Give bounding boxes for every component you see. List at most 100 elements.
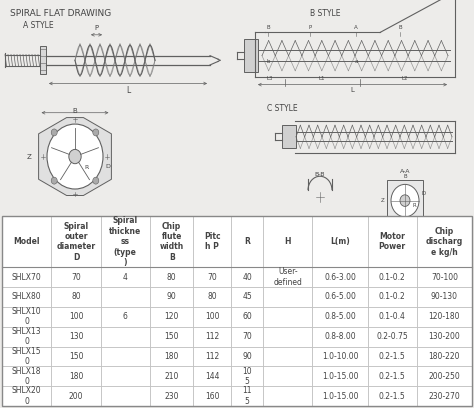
Text: a: a [354,59,358,64]
Text: 60: 60 [242,312,252,321]
Bar [312,267,367,287]
Text: 11
5: 11 5 [242,386,252,406]
Bar [193,346,231,366]
Bar [193,386,231,406]
Text: L3: L3 [267,76,273,81]
Bar [2,327,51,346]
Bar [193,307,231,327]
Bar [2,216,51,267]
Bar [2,267,51,287]
Bar [193,287,231,307]
Bar [417,287,472,307]
Text: 70: 70 [208,273,217,282]
Text: User-
defined: User- defined [273,268,302,287]
Text: H: H [284,237,291,246]
Text: 0.1-0.2: 0.1-0.2 [379,293,406,302]
Circle shape [391,184,419,217]
Bar [312,386,367,406]
Text: Motor
Power: Motor Power [379,232,406,251]
Text: SHLX80: SHLX80 [12,293,41,302]
Bar [367,327,417,346]
Bar [40,47,46,74]
Text: 180-220: 180-220 [428,352,460,361]
Text: b: b [266,59,270,64]
Text: Pitc
h P: Pitc h P [204,232,221,251]
Text: B: B [266,25,270,30]
Bar [193,366,231,386]
Text: 0.2-1.5: 0.2-1.5 [379,352,406,361]
Text: 0.6-3.00: 0.6-3.00 [324,273,356,282]
Text: 90-130: 90-130 [431,293,458,302]
Text: 1.0-15.00: 1.0-15.00 [322,372,358,381]
Text: 0.2-0.75: 0.2-0.75 [376,332,408,341]
Bar [312,307,367,327]
Bar [417,346,472,366]
Bar [263,307,312,327]
Bar [367,216,417,267]
Text: 70: 70 [71,273,81,282]
Bar [367,386,417,406]
Text: B-B: B-B [315,173,325,177]
Bar [150,307,193,327]
Bar [231,307,263,327]
Text: 0.1-0.2: 0.1-0.2 [379,273,406,282]
Polygon shape [38,118,111,195]
Bar [100,216,150,267]
Text: 80: 80 [167,273,176,282]
Bar [417,327,472,346]
Text: 0.2-1.5: 0.2-1.5 [379,392,406,401]
Bar [417,267,472,287]
Text: A STYLE: A STYLE [23,21,53,30]
Bar [2,307,51,327]
Text: 1.0-15.00: 1.0-15.00 [322,392,358,401]
Bar [231,366,263,386]
Bar [231,267,263,287]
Text: 10
5: 10 5 [242,366,252,386]
Bar [417,386,472,406]
Bar [387,180,423,222]
Text: 90: 90 [242,352,252,361]
Circle shape [47,124,103,189]
Bar [231,287,263,307]
Circle shape [51,177,57,184]
Bar [282,125,296,149]
Text: 100: 100 [69,312,83,321]
Text: 180: 180 [69,372,83,381]
Text: Chip
discharg
e kg/h: Chip discharg e kg/h [426,227,463,257]
Bar [263,346,312,366]
Text: 4: 4 [123,273,128,282]
Text: 100: 100 [205,312,219,321]
Text: SHLX13
0: SHLX13 0 [12,327,41,346]
Text: 112: 112 [205,352,219,361]
Text: W: W [402,223,408,228]
Bar [263,216,312,267]
Text: 200: 200 [69,392,83,401]
Text: L(m): L(m) [330,237,350,246]
Bar [263,287,312,307]
Bar [150,327,193,346]
Text: 120-180: 120-180 [428,312,460,321]
Bar [263,267,312,287]
Bar [51,287,100,307]
Text: 40: 40 [242,273,252,282]
Text: SHLX10
0: SHLX10 0 [12,307,41,326]
Bar [51,327,100,346]
Bar [263,327,312,346]
Bar [231,346,263,366]
Text: L: L [126,86,130,95]
Bar [100,346,150,366]
Text: D: D [422,191,426,196]
Text: SHLX15
0: SHLX15 0 [12,347,41,366]
Text: 45: 45 [242,293,252,302]
Circle shape [93,177,99,184]
Text: L: L [350,87,354,93]
Text: Chip
flute
width
B: Chip flute width B [160,222,184,262]
Text: 160: 160 [205,392,219,401]
Bar [367,287,417,307]
Text: SHLX18
0: SHLX18 0 [12,366,41,386]
Text: 0.8-5.00: 0.8-5.00 [324,312,356,321]
Bar [51,267,100,287]
Text: 180: 180 [164,352,179,361]
Text: 0.1-0.4: 0.1-0.4 [379,312,406,321]
Bar [231,386,263,406]
